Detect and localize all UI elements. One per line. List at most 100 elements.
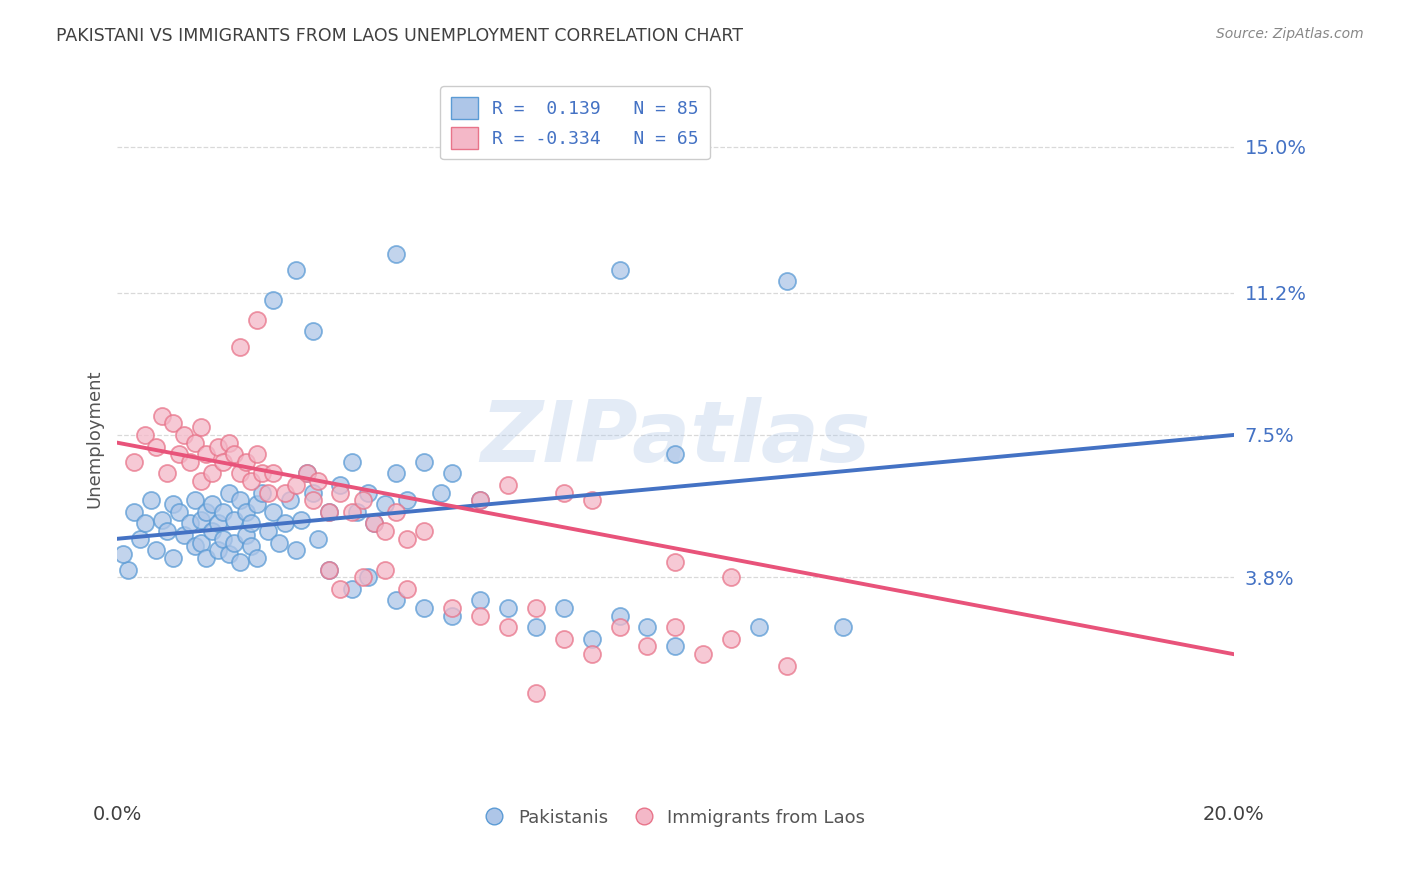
Point [441,467,464,481]
Point [441,608,464,623]
Point [441,601,464,615]
Point [581,493,603,508]
Point [776,658,799,673]
Point [340,582,363,596]
Point [385,467,408,481]
Point [257,485,280,500]
Point [329,485,352,500]
Point [553,485,575,500]
Point [273,516,295,531]
Point [246,447,269,461]
Point [240,540,263,554]
Point [128,532,150,546]
Point [212,505,235,519]
Point [122,505,145,519]
Point [776,274,799,288]
Point [122,455,145,469]
Point [664,640,686,654]
Text: PAKISTANI VS IMMIGRANTS FROM LAOS UNEMPLOYMENT CORRELATION CHART: PAKISTANI VS IMMIGRANTS FROM LAOS UNEMPL… [56,27,744,45]
Point [385,247,408,261]
Point [363,516,385,531]
Point [229,467,252,481]
Point [553,601,575,615]
Point [263,293,285,308]
Point [385,505,408,519]
Point [524,620,547,634]
Point [468,493,491,508]
Point [374,497,396,511]
Point [207,516,229,531]
Point [134,428,156,442]
Point [278,493,301,508]
Point [184,493,207,508]
Point [295,467,318,481]
Point [195,505,218,519]
Point [235,528,257,542]
Point [229,493,252,508]
Point [207,440,229,454]
Point [263,505,285,519]
Point [295,467,318,481]
Point [396,493,419,508]
Point [496,478,519,492]
Point [329,478,352,492]
Point [139,493,162,508]
Point [134,516,156,531]
Point [636,620,658,634]
Point [357,485,380,500]
Point [267,535,290,549]
Point [117,563,139,577]
Point [468,493,491,508]
Point [190,474,212,488]
Point [229,340,252,354]
Point [374,563,396,577]
Point [340,455,363,469]
Point [167,505,190,519]
Point [318,505,340,519]
Point [496,601,519,615]
Point [246,551,269,566]
Text: Source: ZipAtlas.com: Source: ZipAtlas.com [1216,27,1364,41]
Point [318,505,340,519]
Point [162,497,184,511]
Point [252,485,274,500]
Point [218,435,240,450]
Point [179,516,201,531]
Point [468,608,491,623]
Point [430,485,453,500]
Point [162,551,184,566]
Point [340,505,363,519]
Point [252,467,274,481]
Point [581,632,603,646]
Point [636,640,658,654]
Point [229,555,252,569]
Y-axis label: Unemployment: Unemployment [86,369,103,508]
Point [284,478,307,492]
Point [235,505,257,519]
Point [609,608,631,623]
Point [664,620,686,634]
Point [748,620,770,634]
Point [496,620,519,634]
Point [224,535,246,549]
Point [609,262,631,277]
Point [179,455,201,469]
Point [162,417,184,431]
Point [184,435,207,450]
Point [190,512,212,526]
Point [150,512,173,526]
Point [218,547,240,561]
Point [301,485,323,500]
Point [224,512,246,526]
Point [352,570,374,584]
Point [240,474,263,488]
Point [329,582,352,596]
Point [413,524,436,538]
Point [720,632,742,646]
Point [307,532,329,546]
Point [720,570,742,584]
Point [318,563,340,577]
Point [284,262,307,277]
Point [190,535,212,549]
Point [290,512,312,526]
